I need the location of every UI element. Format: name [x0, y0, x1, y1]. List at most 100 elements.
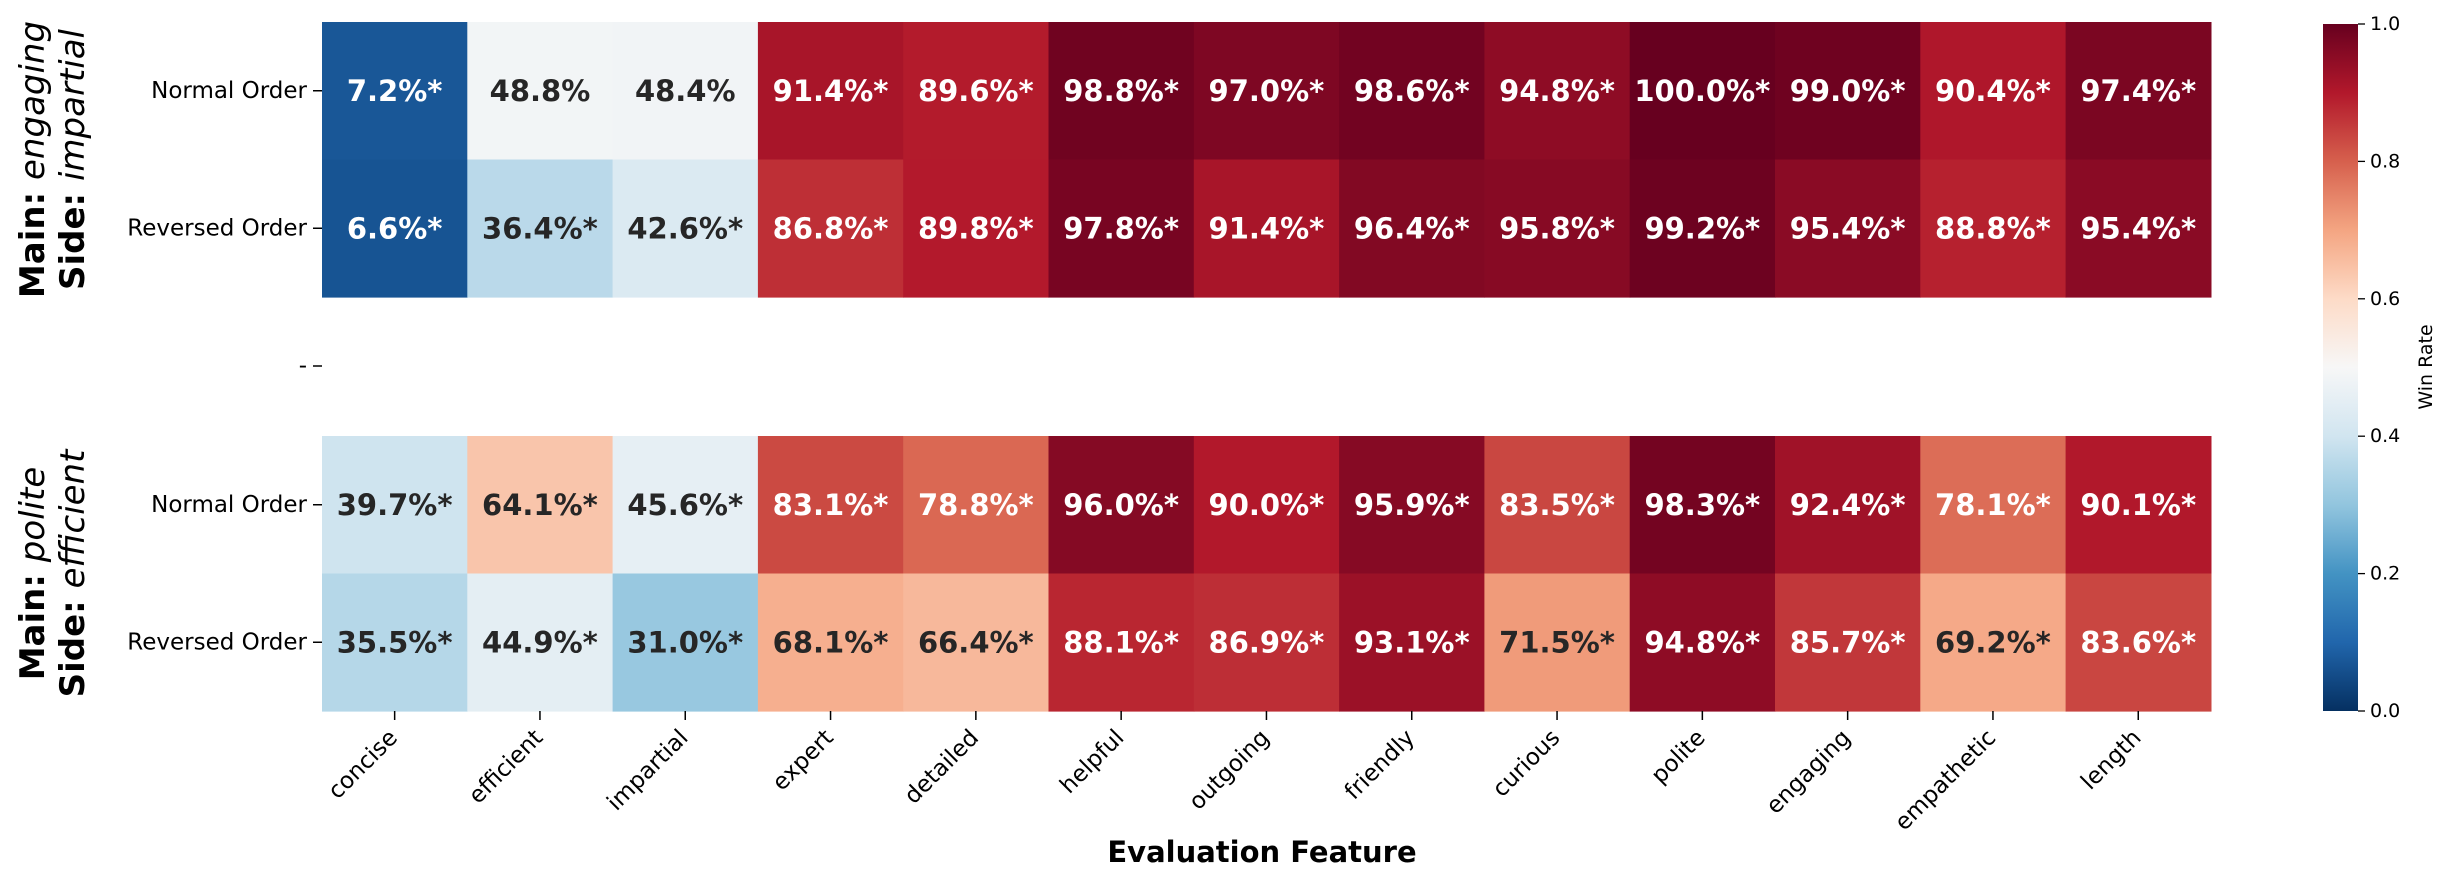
- colorbar-tick-label: 0.6: [2370, 288, 2400, 310]
- colorbar-tick-label: 0.0: [2370, 700, 2400, 722]
- row-label: Normal Order: [151, 492, 307, 518]
- cell-value-label: 6.6%*: [347, 211, 443, 245]
- cell-value-label: 78.8%*: [918, 488, 1034, 522]
- colorbar: 0.0 0.2 0.4 0.6 0.8 1.0 Win Rate: [2323, 13, 2437, 722]
- cell-value-label: 95.9%*: [1354, 488, 1470, 522]
- colorbar-tick-label: 0.2: [2370, 563, 2400, 585]
- heatmap-cell: [467, 573, 614, 712]
- heatmap-cell: [322, 22, 468, 161]
- heatmap-cell: [1920, 159, 2067, 298]
- cell-value-label: 86.9%*: [1209, 625, 1325, 659]
- column-label: efficient: [464, 725, 548, 809]
- colorbar-tick-label: 1.0: [2370, 13, 2400, 35]
- heatmap-cell: [612, 573, 759, 712]
- heatmap-cell: [2065, 573, 2212, 712]
- cell-value-label: 45.6%*: [627, 488, 743, 522]
- column-label: empathetic: [1890, 725, 2001, 836]
- heatmap-cells: 7.2%* 48.8% 48.4% 91.4%* 89.6%* 98.8%* 97.0%* 9…: [322, 22, 2212, 712]
- cell-value-label: 88.8%*: [1935, 211, 2051, 245]
- row-labels: Normal Order Reversed Order Normal Order Re…: [127, 78, 322, 655]
- cell-value-label: 95.4%*: [1790, 211, 1906, 245]
- heatmap-cell: [1048, 436, 1195, 575]
- heatmap-cell: [1629, 159, 1776, 298]
- heatmap-cell: [467, 22, 614, 161]
- heatmap-cell: [322, 573, 468, 712]
- cell-value-label: 91.4%*: [773, 74, 889, 108]
- column-label: impartial: [602, 725, 693, 816]
- cell-value-label: 66.4%*: [918, 625, 1034, 659]
- cell-value-label: 85.7%*: [1790, 625, 1906, 659]
- column-label: detailed: [900, 725, 984, 809]
- column-label: length: [2076, 725, 2146, 795]
- cell-value-label: 71.5%*: [1499, 625, 1615, 659]
- cell-value-label: 89.8%*: [918, 211, 1034, 245]
- cell-value-label: 94.8%*: [1644, 625, 1760, 659]
- cell-value-label: 96.4%*: [1354, 211, 1470, 245]
- row-label: Reversed Order: [127, 629, 307, 655]
- colorbar-gradient: [2323, 24, 2358, 711]
- group-main-label: Main: polite: [13, 467, 53, 681]
- heatmap-cell: [1629, 436, 1776, 575]
- column-label: concise: [323, 725, 403, 805]
- heatmap-cell: [1048, 573, 1195, 712]
- cell-value-label: 91.4%*: [1209, 211, 1325, 245]
- heatmap-cell: [757, 22, 904, 161]
- cell-value-label: 97.4%*: [2080, 74, 2196, 108]
- column-label: engaging: [1761, 725, 1855, 819]
- heatmap-cell: [1048, 22, 1195, 161]
- heatmap-cell: [903, 573, 1050, 712]
- heatmap-cell: [1193, 159, 1340, 298]
- x-axis-title: Evaluation Feature: [1107, 835, 1416, 869]
- colorbar-label: Win Rate: [2415, 324, 2437, 409]
- cell-value-label: 7.2%*: [347, 74, 443, 108]
- cell-value-label: 48.8%: [490, 74, 591, 108]
- row-label: Reversed Order: [127, 215, 307, 241]
- heatmap-cell: [903, 159, 1050, 298]
- cell-value-label: 92.4%*: [1790, 488, 1906, 522]
- heatmap-cell: [1339, 159, 1485, 298]
- column-label: helpful: [1055, 725, 1129, 799]
- row-label: Normal Order: [151, 78, 307, 104]
- group-side-label: Side: impartial: [53, 28, 93, 290]
- heatmap-cell: [2065, 159, 2212, 298]
- cell-value-label: 64.1%*: [482, 488, 598, 522]
- cell-value-label: 90.1%*: [2080, 488, 2196, 522]
- cell-value-label: 89.6%*: [918, 74, 1034, 108]
- heatmap-cell: [612, 436, 759, 575]
- heatmap-cell: [1775, 436, 1921, 575]
- colorbar-tick-label: 0.4: [2370, 425, 2400, 447]
- heatmap-cell: [757, 573, 904, 712]
- heatmap-cell: [1339, 436, 1485, 575]
- heatmap-cell: [1484, 22, 1631, 161]
- heatmap-cell: [1629, 22, 1776, 161]
- cell-value-label: 78.1%*: [1935, 488, 2051, 522]
- heatmap-cell: [467, 436, 614, 575]
- heatmap-cell: [612, 22, 759, 161]
- heatmap-cell: [1920, 22, 2067, 161]
- heatmap-cell: [1629, 573, 1776, 712]
- heatmap-cell: [1484, 436, 1631, 575]
- heatmap-cell: [1920, 436, 2067, 575]
- cell-value-label: 31.0%*: [627, 625, 743, 659]
- heatmap-cell: [1775, 22, 1921, 161]
- cell-value-label: 95.8%*: [1499, 211, 1615, 245]
- group-side-label: Side: efficient: [53, 448, 93, 697]
- cell-value-label: 97.0%*: [1209, 74, 1325, 108]
- separator-tick-label: -: [299, 353, 307, 379]
- column-label: curious: [1488, 725, 1566, 803]
- heatmap-cell: [612, 159, 759, 298]
- heatmap-cell: [903, 22, 1050, 161]
- heatmap-cell: [1775, 573, 1921, 712]
- heatmap-cell: [1484, 573, 1631, 712]
- colorbar-ticks: 0.0 0.2 0.4 0.6 0.8 1.0: [2358, 13, 2400, 722]
- column-label: outgoing: [1184, 725, 1274, 815]
- cell-value-label: 90.4%*: [1935, 74, 2051, 108]
- cell-value-label: 35.5%*: [337, 625, 453, 659]
- cell-value-label: 69.2%*: [1935, 625, 2051, 659]
- cell-value-label: 93.1%*: [1354, 625, 1470, 659]
- cell-value-label: 44.9%*: [482, 625, 598, 659]
- heatmap-cell: [1339, 22, 1485, 161]
- cell-value-label: 98.6%*: [1354, 74, 1470, 108]
